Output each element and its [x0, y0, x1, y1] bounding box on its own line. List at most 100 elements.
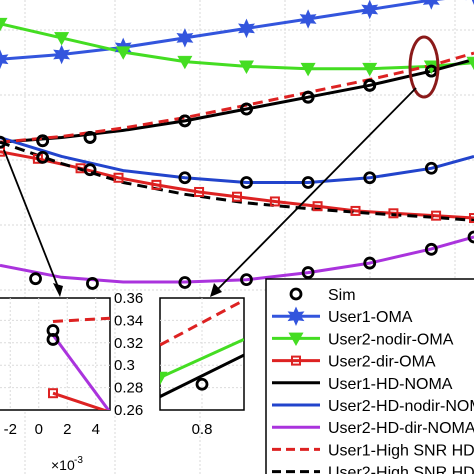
data-point-user2-dir-oma	[151, 179, 162, 190]
inset-data-point-sim	[46, 324, 60, 337]
data-point-user2-nodir-oma	[362, 62, 378, 77]
inset-series-line-user2-dir-oma	[52, 391, 109, 410]
inset-x-multiplier-exponent: -3	[74, 455, 83, 466]
legend-marker	[291, 355, 301, 366]
data-point-user2-dir-oma	[469, 213, 474, 224]
data-point-user2-dir-oma	[269, 196, 280, 207]
legend-label: User2-nodir-OMA	[328, 331, 454, 348]
inset-series-line-user2-nodir-oma	[160, 338, 244, 379]
inset-x-tick-label: -2	[4, 421, 17, 438]
data-point-sim	[424, 242, 438, 256]
data-point-user2-nodir-oma	[177, 55, 193, 70]
zoom-annotation	[3, 35, 440, 297]
data-point-sim	[240, 176, 253, 189]
data-point-sim	[178, 114, 192, 128]
legend-label: User1-HD-NOMA	[328, 376, 453, 393]
inset-data-point-user2-nodir-oma	[160, 371, 168, 386]
data-point-sim	[36, 134, 50, 148]
inset-x-tick-label: 0	[35, 421, 43, 438]
inset-frame	[0, 297, 111, 411]
data-point-sim	[301, 90, 315, 104]
inset-series-line-user1-hd-noma	[160, 353, 244, 398]
series-line-user2-high-snr-hd	[0, 140, 474, 222]
zoom-ellipse	[408, 35, 440, 99]
inset-y-tick-label: 0.3	[114, 357, 135, 374]
data-point-user2-dir-oma	[113, 172, 124, 183]
data-point-user1-oma	[176, 28, 194, 48]
data-point-sim	[178, 276, 192, 289]
data-point-user2-nodir-oma	[54, 32, 70, 46]
data-point-sim	[301, 176, 315, 189]
data-point-user1-oma	[0, 49, 9, 70]
data-point-sim	[86, 277, 99, 290]
arrow-head-right	[210, 283, 222, 297]
inset-series	[160, 298, 244, 398]
data-point-sim	[36, 150, 50, 164]
inset-series	[46, 316, 110, 410]
legend-entry-sim: Sim	[289, 287, 356, 304]
legend-marker	[287, 306, 305, 326]
data-point-sim	[363, 78, 377, 92]
data-point-user2-nodir-oma	[238, 60, 254, 74]
data-point-sim	[83, 131, 97, 144]
inset-x-multiplier: ×10	[51, 457, 75, 473]
data-point-sim	[83, 163, 97, 177]
data-point-user2-dir-oma	[431, 210, 442, 221]
legend-entry-user1-high-snr-hd: User1-High SNR HD	[272, 442, 474, 459]
inset-y-tick-label: 0.32	[114, 335, 143, 352]
legend-marker	[288, 332, 304, 347]
data-point-sim	[178, 171, 192, 185]
inset-series-line-user2-hd-dir-noma	[51, 334, 110, 410]
data-point-sim	[424, 64, 438, 78]
data-point-sim	[363, 171, 377, 185]
data-point-sim	[240, 102, 253, 116]
legend-entry-user1-oma: User1-OMA	[272, 306, 413, 326]
legend-box	[265, 278, 474, 474]
legend-label: User2-HD-nodir-NOMA	[328, 398, 474, 415]
inset-y-tick-label: 0.34	[114, 312, 143, 329]
data-point-user1-oma	[299, 9, 317, 29]
legend-entry-user2-dir-oma: User2-dir-OMA	[272, 354, 436, 371]
inset-left-plot: -2 0 2 4 ×10 -3 0.26 0.28 0.3 0.32 0.34 0.36	[0, 290, 143, 473]
inset-y-tick-label: 0.28	[114, 380, 143, 397]
data-point-user2-nodir-oma	[300, 62, 316, 77]
data-point-user2-dir-oma	[388, 208, 399, 219]
inset-y-tick-label: 0.26	[114, 402, 143, 419]
inset-series-line-user1-high-snr-hd	[52, 316, 110, 323]
legend-label: Sim	[328, 287, 356, 304]
inset-data-point-user2-dir-oma	[48, 388, 58, 399]
inset-x-tick-label: 4	[92, 421, 100, 438]
data-point-user2-nodir-oma	[0, 17, 8, 32]
main-markers	[0, 0, 474, 290]
legend-entry-user2-hd-nodir-noma: User2-HD-nodir-NOMA	[272, 398, 474, 415]
data-point-user1-oma	[53, 44, 71, 65]
series-line-user2-hd-nodir-noma	[0, 136, 474, 184]
data-point-sim	[363, 256, 377, 270]
legend-entry-user2-nodir-oma: User2-nodir-OMA	[272, 331, 454, 348]
legend: Sim User1-OMA User2-nodir-OMA User2-dir-OMA…	[265, 278, 474, 474]
legend-label: User2-HD-dir-NOMA	[328, 420, 474, 437]
data-point-sim	[29, 272, 42, 286]
legend-marker	[289, 287, 303, 301]
data-point-sim	[424, 161, 438, 175]
legend-label: User2-dir-OMA	[328, 354, 436, 371]
main-series	[0, 0, 474, 284]
legend-label: User2-High SNR HD	[328, 465, 474, 474]
inset-x-tick-label: 0.8	[192, 421, 213, 438]
legend-entry-user2-high-snr-hd: User2-High SNR HD	[272, 465, 474, 474]
inset-x-tick-label: 2	[63, 421, 71, 438]
data-point-user1-oma	[465, 0, 474, 6]
arrow-line-left	[3, 149, 61, 293]
data-point-user2-dir-oma	[232, 191, 242, 202]
inset-data-point-sim	[195, 377, 209, 391]
data-point-user2-nodir-oma	[466, 56, 474, 71]
data-point-user1-oma	[361, 0, 379, 20]
series-line-user2-hd-dir-noma	[0, 235, 474, 284]
arrow-line-right	[214, 87, 417, 293]
series-line-user2-dir-oma	[0, 150, 474, 220]
data-point-user2-dir-oma	[194, 186, 205, 197]
arrow-head-left	[53, 283, 63, 297]
inset-y-tick-label: 0.36	[114, 290, 143, 307]
legend-entry-user1-hd-noma: User1-HD-NOMA	[272, 376, 453, 393]
